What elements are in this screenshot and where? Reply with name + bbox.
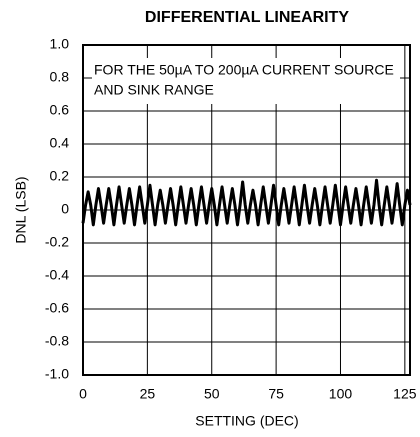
y-tick-label: 0 <box>61 201 69 217</box>
data-line <box>81 178 412 227</box>
y-tick-label: 0.4 <box>50 135 70 151</box>
x-tick-label: 75 <box>268 386 284 402</box>
chart-title: DIFFERENTIAL LINEARITY <box>145 9 349 26</box>
y-tick-label: 0.2 <box>50 168 70 184</box>
x-tick-label: 25 <box>140 386 156 402</box>
x-tick-label: 100 <box>329 386 353 402</box>
y-tick-label: 0.8 <box>50 69 70 85</box>
y-tick-label: -0.8 <box>45 333 69 349</box>
x-tick-label: 50 <box>204 386 220 402</box>
y-tick-label: -0.4 <box>45 267 69 283</box>
y-tick-label: 0.6 <box>50 102 70 118</box>
annotation-box <box>92 58 400 104</box>
y-axis-label: DNL (LSB) <box>13 176 29 243</box>
annotation: AND SINK RANGE <box>94 82 214 98</box>
y-tick-label: -1.0 <box>45 366 69 382</box>
plot-frame <box>82 44 411 376</box>
y-tick-label: -0.6 <box>45 300 69 316</box>
x-axis-label: SETTING (DEC) <box>195 413 298 429</box>
y-tick-label: -0.2 <box>45 234 69 250</box>
y-tick-label: 1.0 <box>50 36 70 52</box>
x-tick-label: 0 <box>79 386 87 402</box>
x-tick-label: 125 <box>393 386 417 402</box>
annotation: FOR THE 50µA TO 200µA CURRENT SOURCE <box>94 62 394 78</box>
